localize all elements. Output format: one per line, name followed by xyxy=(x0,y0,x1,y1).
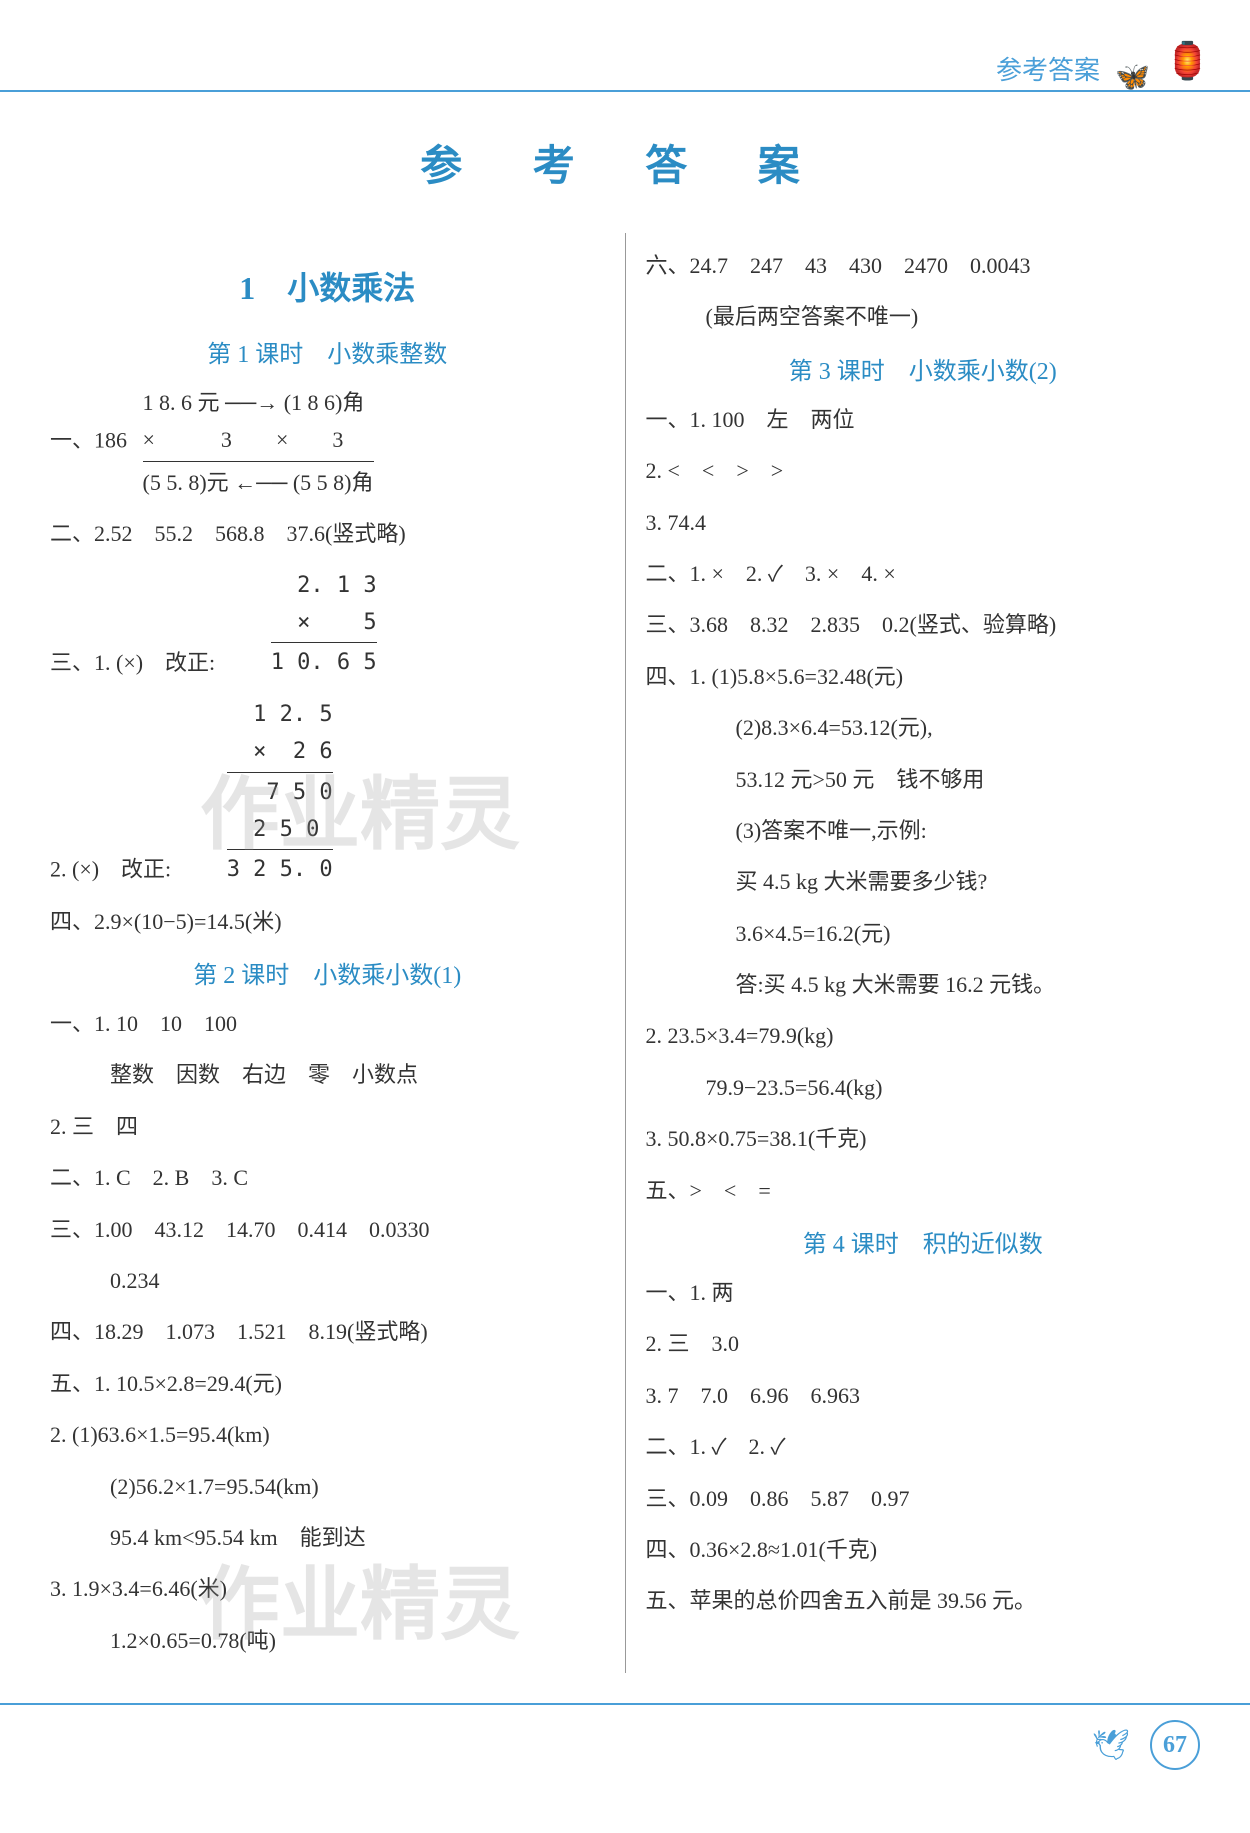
answer-line: 整数 因数 右边 零 小数点 xyxy=(50,1056,605,1093)
answer-line: 1.2×0.65=0.78(吨) xyxy=(50,1622,605,1659)
answer-line: 0.234 xyxy=(50,1262,605,1299)
answer-line: 二、1. × 2. ✓ 3. × 4. × xyxy=(646,555,1201,592)
answer-line: 2. 23.5×3.4=79.9(kg) xyxy=(646,1017,1201,1054)
main-title: 参 考 答 案 xyxy=(0,132,1250,193)
answer-line: 3. 74.4 xyxy=(646,504,1201,541)
lamp-icon: 🏮 xyxy=(1165,40,1210,82)
answer-line: 三、1. (×) 改正: 2. 1 3 × 5 1 0. 6 5 xyxy=(50,567,605,682)
lesson2-title: 第 2 课时 小数乘小数(1) xyxy=(50,955,605,990)
answer-line: 2. < < > > xyxy=(646,452,1201,489)
answer-line: 2. 三 3.0 xyxy=(646,1325,1201,1362)
butterfly-icon: 🦋 xyxy=(1115,60,1150,94)
chapter-title: 1 小数乘法 xyxy=(50,263,605,309)
answer-line: 一、186 1 8. 6 元 ──→ (1 8 6)角 × 3 × 3 (5 5… xyxy=(50,384,605,501)
header-label: 参考答案 xyxy=(996,50,1100,87)
vertical-calc: 1 2. 5 × 2 6 7 5 0 2 5 0 3 2 5. 0 xyxy=(227,696,333,889)
answer-line: 2. (×) 改正: 1 2. 5 × 2 6 7 5 0 2 5 0 3 2 … xyxy=(50,696,605,889)
answer-line: 2. (1)63.6×1.5=95.4(km) xyxy=(50,1416,605,1453)
answer-line: 六、24.7 247 43 430 2470 0.0043 xyxy=(646,247,1201,284)
lesson1-title: 第 1 课时 小数乘整数 xyxy=(50,334,605,369)
answer-line: 五、苹果的总价四舍五入前是 39.56 元。 xyxy=(646,1582,1201,1619)
lesson3-title: 第 3 课时 小数乘小数(2) xyxy=(646,351,1201,386)
right-column: 六、24.7 247 43 430 2470 0.0043 (最后两空答案不唯一… xyxy=(646,233,1201,1673)
answer-line: 四、2.9×(10−5)=14.5(米) xyxy=(50,903,605,940)
answer-line: 二、1. ✓ 2. ✓ xyxy=(646,1428,1201,1465)
answer-line: (2)56.2×1.7=95.54(km) xyxy=(50,1468,605,1505)
answer-line: 二、1. C 2. B 3. C xyxy=(50,1159,605,1196)
answer-line: (最后两空答案不唯一) xyxy=(646,298,1201,335)
answer-line: 四、18.29 1.073 1.521 8.19(竖式略) xyxy=(50,1313,605,1350)
left-column: 1 小数乘法 第 1 课时 小数乘整数 一、186 1 8. 6 元 ──→ (… xyxy=(50,233,605,1673)
answer-line: 3.6×4.5=16.2(元) xyxy=(646,915,1201,952)
answer-line: 答:买 4.5 kg 大米需要 16.2 元钱。 xyxy=(646,966,1201,1003)
answer-line: 一、1. 100 左 两位 xyxy=(646,401,1201,438)
answer-line: 买 4.5 kg 大米需要多少钱? xyxy=(646,863,1201,900)
answer-line: 二、2.52 55.2 568.8 37.6(竖式略) xyxy=(50,515,605,552)
conversion-diagram: 1 8. 6 元 ──→ (1 8 6)角 × 3 × 3 (5 5. 8)元 … xyxy=(143,384,374,501)
answer-line: 3. 1.9×3.4=6.46(米) xyxy=(50,1570,605,1607)
answer-line: 2. 三 四 xyxy=(50,1108,605,1145)
answer-line: (2)8.3×6.4=53.12(元), xyxy=(646,709,1201,746)
answer-line: 三、0.09 0.86 5.87 0.97 xyxy=(646,1480,1201,1517)
answer-line: (3)答案不唯一,示例: xyxy=(646,812,1201,849)
answer-line: 53.12 元>50 元 钱不够用 xyxy=(646,761,1201,798)
answer-line: 95.4 km<95.54 km 能到达 xyxy=(50,1519,605,1556)
answer-line: 三、3.68 8.32 2.835 0.2(竖式、验算略) xyxy=(646,606,1201,643)
bird-icon: 🕊 xyxy=(1092,1728,1130,1763)
answer-line: 五、1. 10.5×2.8=29.4(元) xyxy=(50,1365,605,1402)
text: 一、186 xyxy=(50,428,127,453)
content-area: 1 小数乘法 第 1 课时 小数乘整数 一、186 1 8. 6 元 ──→ (… xyxy=(0,233,1250,1673)
answer-line: 3. 50.8×0.75=38.1(千克) xyxy=(646,1120,1201,1157)
answer-line: 3. 7 7.0 6.96 6.963 xyxy=(646,1377,1201,1414)
header-divider: 参考答案 🦋 🏮 xyxy=(0,90,1250,92)
vertical-calc: 2. 1 3 × 5 1 0. 6 5 xyxy=(271,567,377,682)
answer-line: 一、1. 10 10 100 xyxy=(50,1005,605,1042)
footer: 🕊 67 xyxy=(0,1703,1250,1785)
answer-line: 四、1. (1)5.8×5.6=32.48(元) xyxy=(646,658,1201,695)
answer-line: 三、1.00 43.12 14.70 0.414 0.0330 xyxy=(50,1211,605,1248)
answer-line: 79.9−23.5=56.4(kg) xyxy=(646,1069,1201,1106)
answer-line: 一、1. 两 xyxy=(646,1274,1201,1311)
lesson4-title: 第 4 课时 积的近似数 xyxy=(646,1224,1201,1259)
answer-line: 四、0.36×2.8≈1.01(千克) xyxy=(646,1531,1201,1568)
answer-line: 五、> < = xyxy=(646,1172,1201,1209)
column-divider xyxy=(625,233,626,1673)
page-number: 67 xyxy=(1150,1720,1200,1770)
